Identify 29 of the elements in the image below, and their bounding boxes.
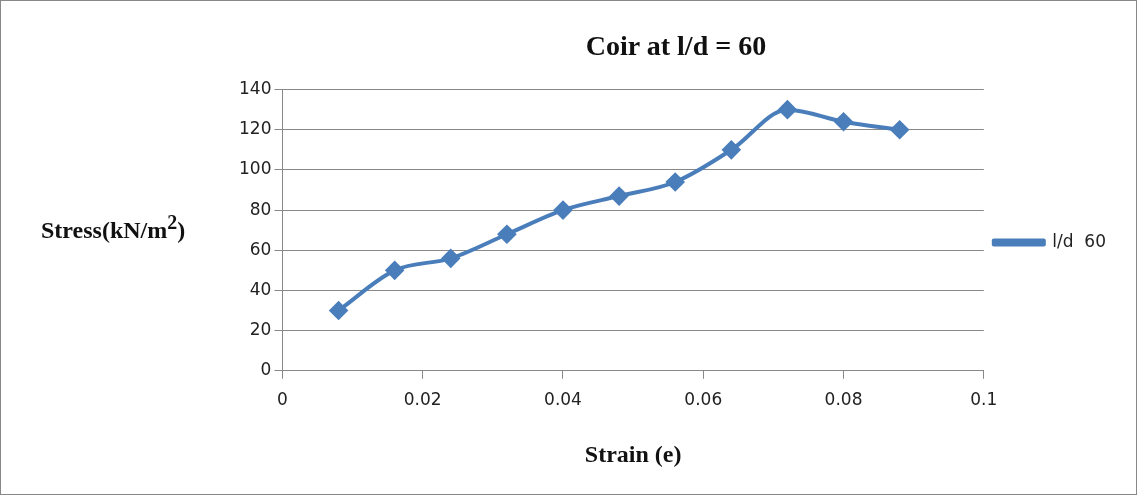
x-axis-title: Strain (e) xyxy=(584,440,682,467)
y-tick-label: 20 xyxy=(249,319,272,340)
x-tick-label: 0.04 xyxy=(544,389,582,410)
x-tick-label: 0 xyxy=(277,389,288,410)
legend-label: l/d 60 xyxy=(1052,230,1107,251)
y-tick-label: 100 xyxy=(238,158,272,179)
x-tick-label: 0.08 xyxy=(824,389,863,410)
point xyxy=(385,261,404,280)
y-tick-label: 60 xyxy=(249,238,272,259)
y-tick-label: 120 xyxy=(238,118,272,139)
y-tick-label: 0 xyxy=(260,359,272,380)
y-tick-label: 80 xyxy=(249,198,272,219)
y-axis-title: Stress(kN/m$^{2}$) xyxy=(41,211,186,244)
point xyxy=(778,100,797,119)
x-tick-label: 0.06 xyxy=(684,389,723,410)
point xyxy=(834,112,853,131)
point xyxy=(497,225,516,244)
y-tick-label: 40 xyxy=(249,278,272,299)
x-tick-label: 0.1 xyxy=(970,389,998,410)
point xyxy=(554,201,572,220)
point xyxy=(890,120,909,139)
point xyxy=(610,187,629,206)
point xyxy=(666,172,685,191)
point xyxy=(441,249,460,268)
y-tick-label: 140 xyxy=(238,78,272,99)
x-tick-label: 0.02 xyxy=(403,389,442,410)
point xyxy=(329,301,348,320)
point xyxy=(722,140,741,159)
chart-title: Coir at l/d = 60 xyxy=(585,30,767,62)
